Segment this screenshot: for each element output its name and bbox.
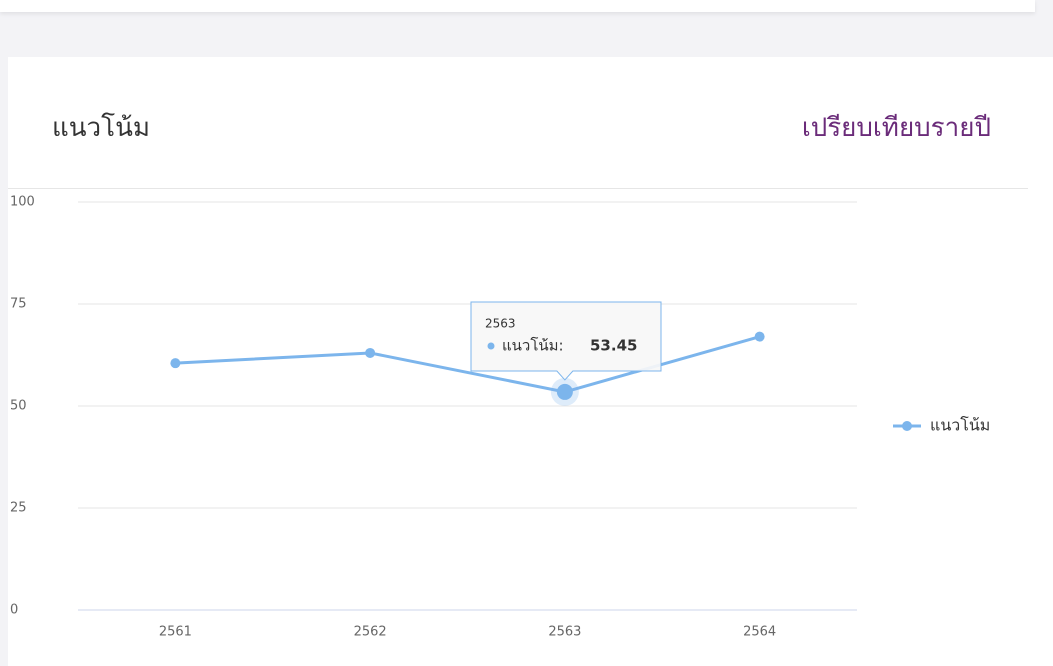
top-bar bbox=[0, 0, 1035, 12]
x-tick-label: 2562 bbox=[354, 625, 387, 640]
compare-link[interactable]: เปรียบเทียบรายปี bbox=[801, 113, 991, 143]
tooltip-value: 53.45 bbox=[590, 337, 637, 355]
tooltip-label: แนวโน้ม: bbox=[502, 337, 564, 355]
point bbox=[170, 358, 181, 369]
point bbox=[556, 383, 573, 400]
y-tick-label: 25 bbox=[10, 501, 27, 516]
y-tick-label: 75 bbox=[10, 297, 27, 312]
y-tick-label: 50 bbox=[10, 399, 27, 414]
x-tick-label: 2563 bbox=[548, 625, 581, 640]
legend-label: แนวโน้ม bbox=[930, 416, 990, 435]
point bbox=[365, 347, 376, 358]
y-tick-label: 0 bbox=[10, 603, 18, 618]
series-line bbox=[175, 335, 761, 394]
legend-marker bbox=[902, 421, 912, 431]
tooltip-marker bbox=[487, 342, 495, 350]
divider bbox=[8, 188, 1028, 189]
card-title: แนวโน้ม bbox=[52, 113, 151, 143]
x-tick-label: 2561 bbox=[159, 625, 192, 640]
point bbox=[754, 331, 765, 342]
x-tick-label: 2564 bbox=[743, 625, 776, 640]
tooltip: 2563 แนวโน้ม: 53.45 bbox=[470, 301, 662, 381]
tooltip-title: 2563 bbox=[485, 317, 516, 331]
tooltip-box bbox=[470, 301, 662, 381]
y-tick-label: 100 bbox=[10, 195, 35, 210]
